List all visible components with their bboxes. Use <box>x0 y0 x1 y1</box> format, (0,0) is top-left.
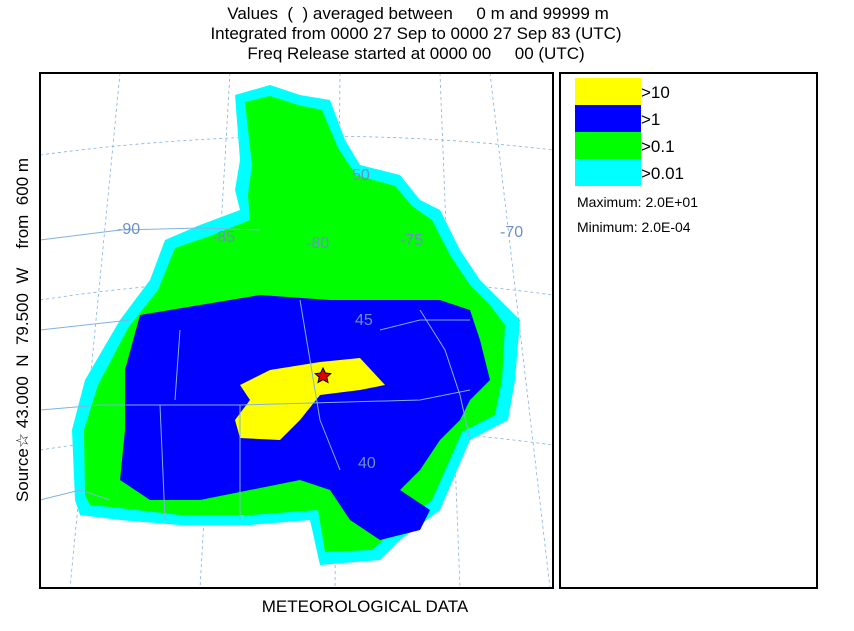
latitude-label: 45 <box>355 312 373 329</box>
contour-1 <box>120 295 490 540</box>
legend-swatch <box>575 78 641 105</box>
footer: METEOROLOGICAL DATA <box>262 597 469 616</box>
header-line: Freq Release started at 0000 00 00 (UTC) <box>247 44 584 63</box>
contour-10 <box>235 358 385 440</box>
legend-swatch <box>575 105 641 132</box>
legend-label: >1 <box>641 110 660 129</box>
longitude-label: -85 <box>212 229 235 246</box>
longitude-label: -90 <box>117 221 140 238</box>
longitude-label: -75 <box>400 232 423 249</box>
longitude-label: -80 <box>306 235 329 252</box>
legend-label: >0.1 <box>641 137 675 156</box>
header-line: Integrated from 0000 27 Sep to 0000 27 S… <box>210 24 621 43</box>
latitude-label: 40 <box>358 455 376 472</box>
minimum: Minimum: 2.0E-04 <box>577 219 691 235</box>
legend: Maximum: 2.0E+01 Minimum: 2.0E-04 >10 >1 >… <box>559 72 818 589</box>
legend-swatch <box>575 159 641 186</box>
boundaries <box>39 227 471 521</box>
legend-swatch <box>575 132 641 159</box>
map: -90 -85 -80 -75 -70 50 45 40 <box>39 72 554 589</box>
source-star <box>314 366 332 384</box>
latitude-label: 50 <box>352 167 370 184</box>
header-line: Values ( ) averaged between 0 m and 9999… <box>227 4 608 23</box>
longitude-label: -70 <box>500 224 523 241</box>
maximum: Maximum: 2.0E+01 <box>577 194 698 210</box>
legend-label: >10 <box>641 83 670 102</box>
legend-label: >0.01 <box>641 164 684 183</box>
source-label: Source☆ 43.000 N 79.500 W from 600 m <box>13 158 32 502</box>
